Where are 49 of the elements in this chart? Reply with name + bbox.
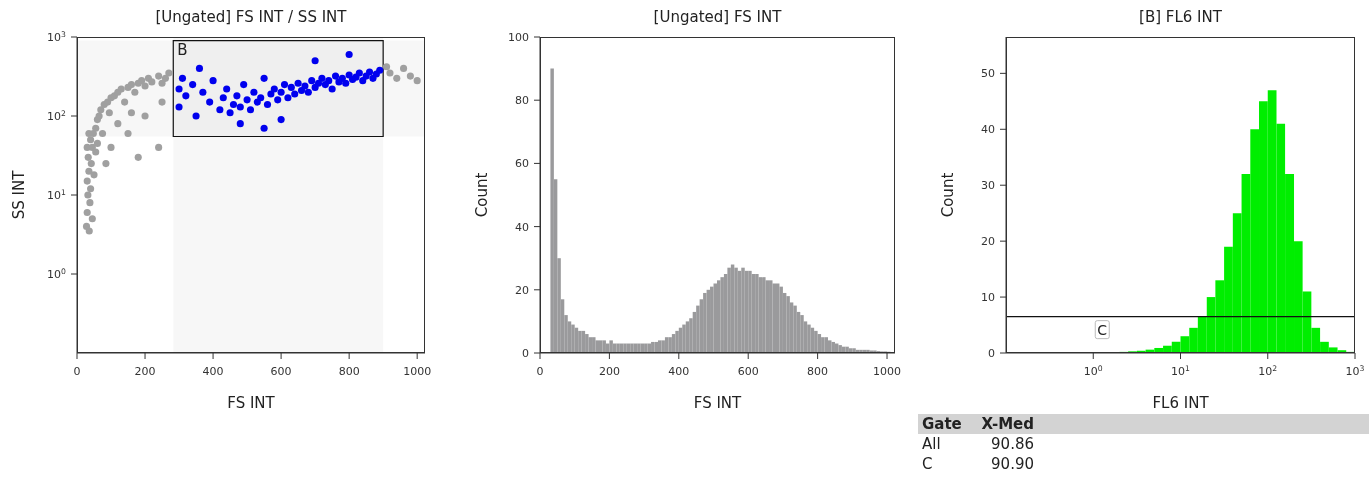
x-tick-label: 10$^{0}$ xyxy=(1083,363,1103,378)
y-tick-label: 0 xyxy=(988,347,995,360)
x-axis-title: FS INT xyxy=(227,394,276,412)
y-tick-label: 10$^{0}$ xyxy=(47,266,67,281)
y-tick-label: 30 xyxy=(981,179,995,193)
y-tick-label: 20 xyxy=(981,235,995,249)
y-tick-label: 10$^{3}$ xyxy=(47,29,67,44)
x-tick-label: 400 xyxy=(668,365,690,378)
chart-title: [B] FL6 INT xyxy=(1138,8,1223,26)
chart-title: [Ungated] FS INT xyxy=(652,8,783,26)
x-tick-label: 10$^{2}$ xyxy=(1258,363,1278,378)
x-tick-label: 10$^{1}$ xyxy=(1171,363,1191,378)
x-tick-label: 0 xyxy=(73,365,81,378)
text: X-Med xyxy=(980,415,1034,433)
text: C xyxy=(922,455,934,473)
x-axis-title: FL6 INT xyxy=(1152,394,1210,412)
y-tick-label: 0 xyxy=(522,347,529,360)
x-tick-label: 600 xyxy=(737,365,759,378)
y-tick-label: 10 xyxy=(981,291,995,305)
y-tick-label: 10$^{1}$ xyxy=(47,187,67,202)
y-tick-label: 60 xyxy=(515,157,529,171)
y-tick-label: 40 xyxy=(515,220,529,234)
y-axis-title: SS INT xyxy=(10,169,29,220)
text: Gate xyxy=(922,415,963,433)
y-tick-label: 10$^{2}$ xyxy=(47,108,67,123)
text: 90.90 xyxy=(990,455,1034,473)
y-tick-label: 20 xyxy=(515,283,529,297)
x-axis-title: FS INT xyxy=(693,394,743,412)
y-tick-label: 100 xyxy=(508,31,529,44)
band-label: B xyxy=(177,41,188,60)
x-tick-label: 1000 xyxy=(873,365,902,378)
x-tick-label: 800 xyxy=(338,365,360,378)
x-tick-label: 800 xyxy=(807,365,829,378)
text: All xyxy=(922,435,942,453)
x-tick-label: 400 xyxy=(202,365,224,378)
x-tick-label: 1000 xyxy=(403,365,432,378)
x-tick-label: 0 xyxy=(536,365,544,378)
x-tick-label: 200 xyxy=(134,365,156,378)
y-axis-title: Count xyxy=(473,172,492,218)
x-tick-label: 10$^{3}$ xyxy=(1345,363,1365,378)
y-tick-label: 80 xyxy=(515,94,529,108)
x-tick-label: 200 xyxy=(598,365,620,378)
y-axis-title: Count xyxy=(939,172,958,218)
y-tick-label: 40 xyxy=(981,123,995,137)
y-tick-label: 50 xyxy=(981,67,995,81)
x-tick-label: 600 xyxy=(270,365,292,378)
ref-line-label: C xyxy=(1097,321,1108,338)
text: 90.86 xyxy=(990,435,1034,453)
chart-title: [Ungated] FS INT / SS INT xyxy=(154,8,348,26)
